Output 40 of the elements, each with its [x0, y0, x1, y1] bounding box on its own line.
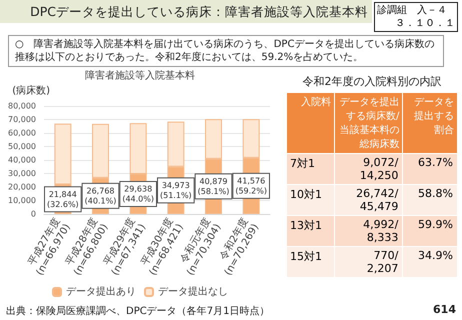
data-label: 34,973 (51.1%): [160, 180, 192, 200]
category-label: データを提出する割合: [402, 92, 458, 154]
y-tick-label: 50,000: [8, 142, 36, 151]
legend-label: データ提出あり: [66, 286, 136, 298]
data-label: 41,576 (59.2%): [235, 176, 267, 196]
y-tick-label: 30,000: [8, 169, 36, 178]
source-note: 出典：保険局医療課調べ、DPCデータ（各年7月1日時点）: [6, 304, 270, 318]
text: 令和2年度の入院料別の内訳: [302, 74, 442, 89]
category-label: 入院料: [286, 92, 334, 154]
text: 4,992/ 8,333: [363, 218, 398, 244]
text: 58.8%: [418, 187, 453, 200]
data-label: 26,768 (40.1%): [84, 186, 116, 206]
category-label: データを提出する病床数/当該基本料の総病床数: [334, 92, 403, 154]
text: 9,072/ 14,250: [360, 156, 398, 182]
text: 614: [433, 303, 456, 316]
y-tick-label: 20,000: [8, 182, 36, 192]
category-label: 15対1: [290, 250, 322, 263]
y-tick-label: 40,000: [8, 156, 36, 164]
text: ３．１０．１: [394, 17, 455, 30]
category-label: 13対1: [290, 219, 322, 232]
category-label: 7対1: [290, 157, 315, 170]
chart-title: 障害者施設等入院基本料: [85, 70, 195, 82]
text: ○ 障害者施設等入院基本料を届け出ている病床のうち、DPCデータを提出している病床数の推移は以下のとおりであった。令和2年度においては、59.2%を占めていた。: [8, 35, 444, 67]
text: DPCデータを提出している病床：障害者施設等入院基本料: [29, 4, 368, 21]
text: 770/ 2,207: [366, 249, 398, 275]
y-tick-label: 60,000: [8, 128, 36, 138]
y-tick-label: 0: [30, 210, 36, 218]
text: 34.9%: [418, 249, 453, 262]
y-tick-label: 80,000: [8, 102, 36, 110]
data-label: 29,638 (44.0%): [122, 184, 154, 204]
text: 診調組 入－４: [377, 4, 448, 17]
y-axis-title: (病床数): [12, 84, 50, 96]
text: 59.9%: [418, 218, 453, 231]
category-label: 10対1: [290, 188, 322, 201]
data-label: 40,879 (58.1%): [198, 176, 230, 196]
y-tick-label: 10,000: [8, 196, 36, 205]
text: 26,742/ 45,479: [356, 187, 398, 213]
text: 63.7%: [418, 156, 453, 169]
legend-label: データ提出なし: [158, 286, 228, 298]
y-tick-label: 70,000: [8, 115, 36, 124]
